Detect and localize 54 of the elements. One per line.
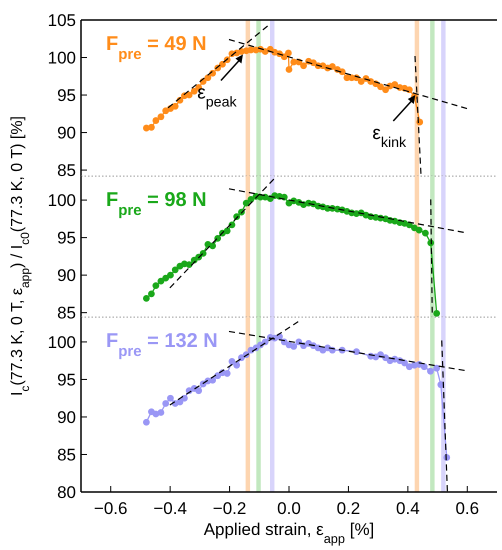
series-label: F$_{pre}$ = 49 N bbox=[106, 33, 207, 62]
point bbox=[209, 376, 216, 384]
x-tick-label: −0.6 bbox=[94, 499, 128, 518]
x-tick-label: −0.2 bbox=[212, 499, 246, 518]
y-tick-label: 85 bbox=[57, 304, 76, 323]
point bbox=[233, 362, 240, 369]
y-tick-label: 95 bbox=[57, 228, 76, 248]
point bbox=[433, 364, 440, 372]
x-tick-label: 0.2 bbox=[336, 499, 360, 518]
point bbox=[172, 102, 179, 110]
y-tick-label: 105 bbox=[48, 10, 76, 30]
y-tick-label: 95 bbox=[57, 370, 76, 390]
x-tick-label: 0.4 bbox=[396, 499, 420, 518]
annotation: ε$_{kink}$ bbox=[372, 123, 408, 152]
point bbox=[420, 363, 428, 370]
point bbox=[142, 418, 150, 426]
series-label: F$_{pre}$ = 132 N bbox=[106, 330, 218, 360]
x-tick-label: −0.4 bbox=[153, 499, 187, 518]
y-tick-label: 85 bbox=[57, 161, 76, 180]
point bbox=[148, 124, 155, 131]
point bbox=[353, 348, 360, 356]
point bbox=[158, 409, 164, 416]
point bbox=[286, 66, 292, 73]
point bbox=[162, 400, 170, 407]
point bbox=[382, 86, 389, 94]
y-tick-label: 95 bbox=[57, 86, 76, 105]
point bbox=[167, 394, 174, 402]
y-tick-label: 90 bbox=[57, 266, 76, 286]
y-tick-label: 90 bbox=[57, 124, 76, 143]
x-tick-label: 0.0 bbox=[277, 499, 301, 518]
point bbox=[377, 83, 384, 90]
point bbox=[158, 113, 164, 120]
y-tick-label: 85 bbox=[57, 445, 76, 464]
point bbox=[186, 92, 193, 98]
x-axis-title: Applied strain, ε$_{app}$ [%] bbox=[204, 520, 374, 546]
annotation: ε$_{peak}$ bbox=[197, 82, 238, 111]
y-tick-label: 100 bbox=[48, 332, 76, 352]
point bbox=[204, 74, 212, 82]
point bbox=[224, 370, 231, 377]
point bbox=[195, 387, 202, 394]
y-tick-label: 100 bbox=[48, 48, 76, 68]
x-tick-label: 0.6 bbox=[455, 499, 480, 518]
series-label: F$_{pre}$ = 98 N bbox=[106, 189, 207, 219]
point bbox=[300, 62, 307, 70]
y-tick-label: 100 bbox=[48, 191, 76, 210]
point bbox=[285, 50, 292, 56]
point bbox=[228, 358, 236, 365]
point bbox=[190, 88, 198, 95]
point bbox=[358, 78, 365, 85]
point bbox=[427, 368, 434, 375]
y-tick-label: 80 bbox=[57, 482, 76, 502]
point bbox=[290, 343, 298, 350]
y-tick-label: 90 bbox=[57, 408, 76, 427]
point bbox=[152, 117, 160, 124]
